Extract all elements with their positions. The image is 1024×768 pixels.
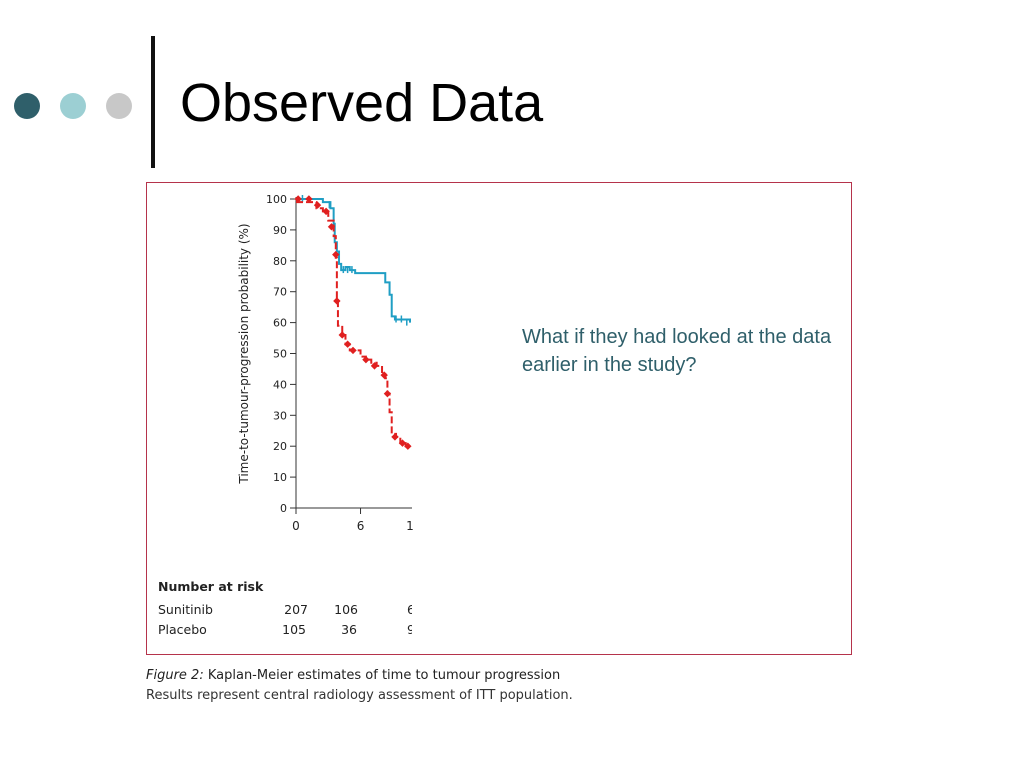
dot-dark: [14, 93, 40, 119]
censor-mark: [322, 207, 330, 216]
censor-mark: [332, 250, 340, 259]
figure-caption-title: Figure 2: Kaplan-Meier estimates of time…: [146, 668, 560, 683]
risk-value: 106: [334, 602, 358, 617]
risk-table-title: Number at risk: [158, 579, 264, 594]
slide-title: Observed Data: [180, 73, 544, 133]
y-tick-label: 80: [273, 255, 287, 268]
y-tick-label: 20: [273, 440, 287, 453]
annotation-text: What if they had looked at the data earl…: [522, 326, 832, 376]
censor-mark: [362, 355, 370, 364]
censor-mark: [327, 223, 336, 231]
censor-mark: [370, 362, 379, 370]
censor-mark: [343, 340, 352, 348]
censor-mark: [305, 195, 313, 203]
risk-value-clip: 9: [407, 622, 412, 638]
censor-mark: [398, 439, 407, 447]
figure-label: Figure 2:: [146, 668, 204, 683]
figure-caption-subtitle: Results represent central radiology asse…: [146, 688, 573, 703]
y-tick-label: 30: [273, 409, 287, 422]
censor-mark: [294, 195, 302, 203]
risk-value: 207: [284, 602, 308, 617]
figure-frame: 0 10 20 30 40 50 60 70 80 90 100 0 6 1 Time-to-tumour-…: [146, 182, 852, 655]
risk-value: 6: [407, 602, 412, 617]
dot-gray: [106, 93, 132, 119]
dot-light-teal: [60, 93, 86, 119]
censor-mark: [313, 201, 322, 209]
risk-value: 36: [341, 622, 357, 637]
risk-value-clip: 6: [407, 602, 412, 618]
y-tick-label: 40: [273, 378, 287, 391]
km-curve-sunitinib: [296, 198, 411, 323]
censor-mark: [391, 433, 399, 441]
y-axis-label: Time-to-tumour-progression probability (…: [237, 223, 251, 484]
censor-mark: [404, 442, 412, 450]
y-tick-label: 70: [273, 286, 287, 299]
risk-value: 9: [407, 622, 412, 637]
censor-mark: [338, 331, 346, 339]
x-tick-label: 6: [357, 519, 365, 533]
y-tick-label: 0: [280, 502, 287, 515]
km-curve-placebo: [296, 201, 410, 448]
censor-mark: [333, 297, 341, 305]
y-tick-label: 10: [273, 471, 287, 484]
censor-mark: [380, 371, 388, 379]
y-tick-label: 90: [273, 224, 287, 237]
y-tick-label: 60: [273, 317, 287, 330]
risk-value: 105: [282, 622, 306, 637]
x-tick-label: 0: [292, 519, 300, 533]
y-tick-label: 100: [266, 193, 287, 206]
x-tick-label: 1: [406, 519, 414, 533]
title-divider: [151, 36, 155, 168]
y-tick-label: 50: [273, 348, 287, 361]
risk-row-label-placebo: Placebo: [158, 622, 207, 637]
censor-mark: [349, 346, 357, 355]
figure-title: Kaplan-Meier estimates of time to tumour…: [203, 668, 561, 683]
risk-row-label-sunitinib: Sunitinib: [158, 602, 213, 617]
km-chart: 0 10 20 30 40 50 60 70 80 90 100 0 6 1 Time-to-tumour-…: [237, 193, 414, 533]
censor-mark: [383, 389, 392, 398]
